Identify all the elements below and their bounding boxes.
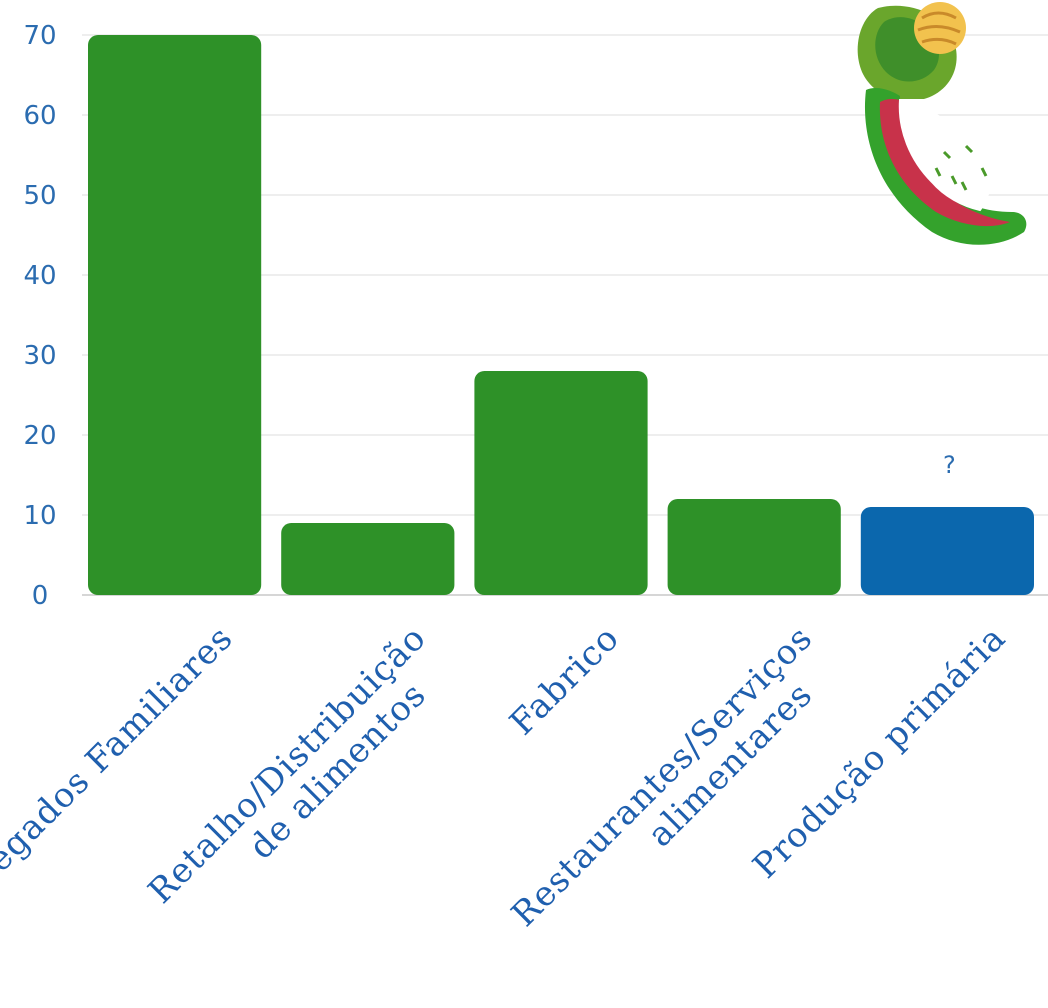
x-tick-label-0-line-0: Agregados Familiares [0,618,241,927]
y-tick-label-0: 0 [32,581,49,611]
bar-4 [860,507,1034,595]
bar-1 [281,523,455,595]
x-tick-label-0: Agregados Familiares [0,618,241,927]
data-labels: ? [943,451,956,479]
y-tick-label-3: 30 [23,341,56,371]
bar-2 [474,371,648,595]
bar-0 [88,35,262,595]
bar-3 [667,499,841,595]
y-tick-label-1: 10 [23,501,56,531]
y-tick-label-4: 40 [23,261,56,291]
data-label-4: ? [943,451,956,479]
x-axis-labels: Agregados FamiliaresRetalho/Distribuição… [0,618,1014,935]
x-tick-label-2-line-0: Fabrico [502,618,627,743]
avocado-icon [857,2,1027,245]
bars [88,35,1034,595]
y-tick-label-6: 60 [23,101,56,131]
y-axis-ticks: 0 10 20 30 40 50 60 70 [23,21,56,611]
y-tick-label-2: 20 [23,421,56,451]
y-tick-label-7: 70 [23,21,56,51]
y-tick-label-5: 50 [23,181,56,211]
x-tick-label-2: Fabrico [502,618,627,743]
